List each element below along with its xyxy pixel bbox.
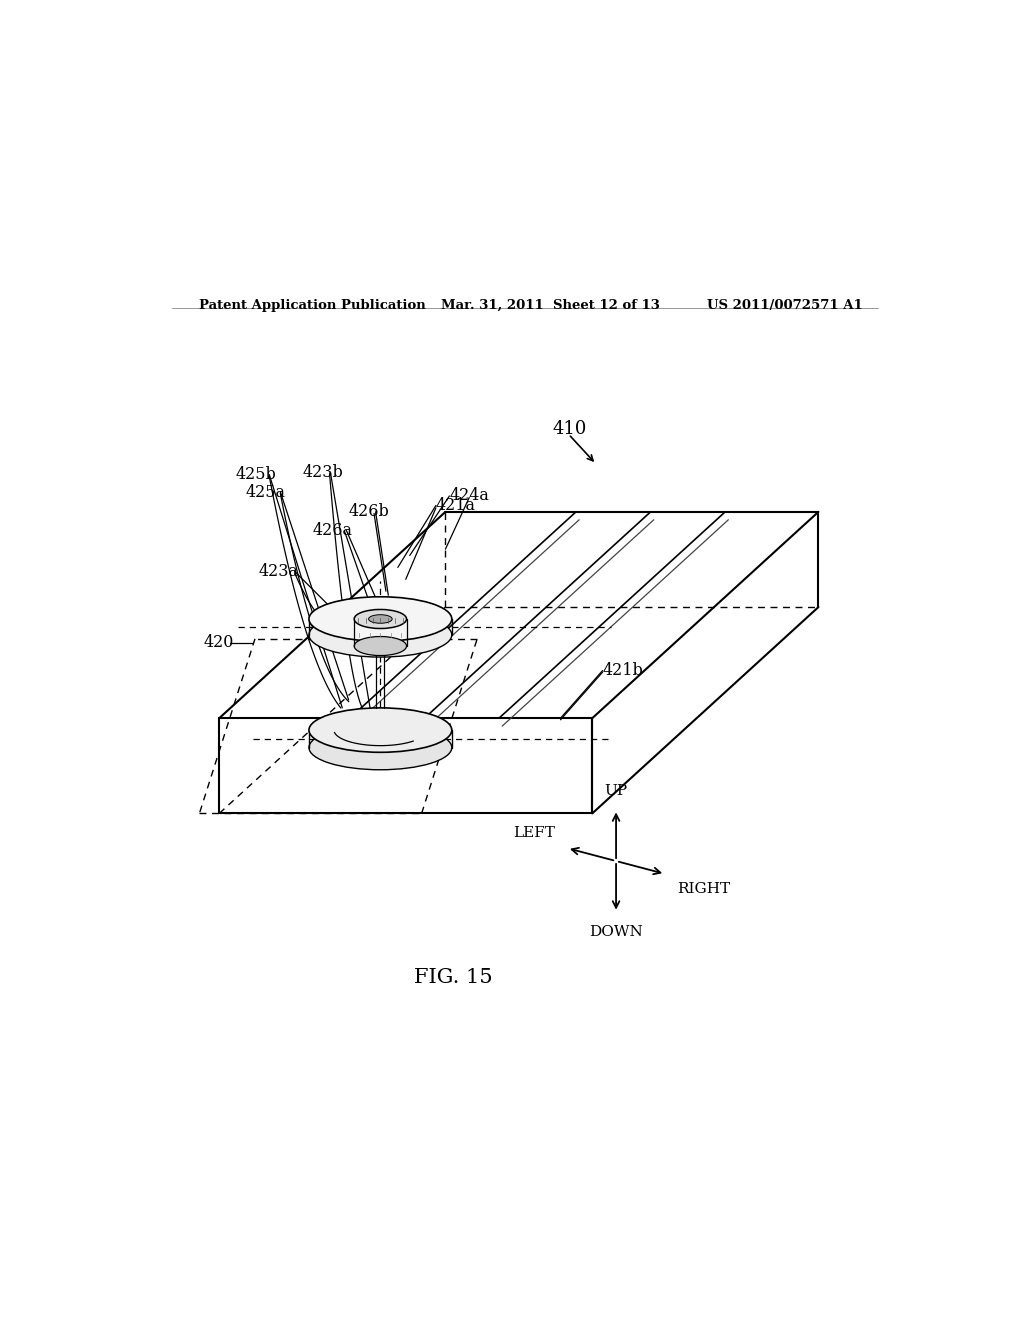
Text: DOWN: DOWN (589, 924, 643, 939)
Ellipse shape (354, 610, 407, 628)
Text: US 2011/0072571 A1: US 2011/0072571 A1 (708, 300, 863, 312)
Ellipse shape (309, 612, 452, 657)
Ellipse shape (309, 708, 452, 752)
Text: 423b: 423b (303, 463, 343, 480)
Ellipse shape (309, 725, 452, 770)
Ellipse shape (309, 597, 452, 642)
Text: RIGHT: RIGHT (677, 882, 730, 896)
Text: 426b: 426b (348, 503, 389, 520)
Text: FIG. 15: FIG. 15 (414, 968, 493, 987)
Text: 426a: 426a (312, 521, 352, 539)
Text: 425a: 425a (246, 483, 286, 500)
Text: Patent Application Publication: Patent Application Publication (200, 300, 426, 312)
Text: 423a: 423a (259, 562, 299, 579)
Text: 421a: 421a (436, 498, 476, 513)
Text: LEFT: LEFT (513, 826, 555, 841)
Text: 424a: 424a (450, 487, 489, 504)
Text: 425b: 425b (236, 466, 275, 483)
Text: 420: 420 (204, 635, 233, 651)
Ellipse shape (354, 636, 407, 656)
Text: 421b: 421b (602, 663, 643, 678)
Text: Mar. 31, 2011  Sheet 12 of 13: Mar. 31, 2011 Sheet 12 of 13 (441, 300, 660, 312)
Text: UP: UP (604, 784, 628, 797)
Text: 410: 410 (553, 420, 587, 437)
Ellipse shape (369, 615, 392, 623)
